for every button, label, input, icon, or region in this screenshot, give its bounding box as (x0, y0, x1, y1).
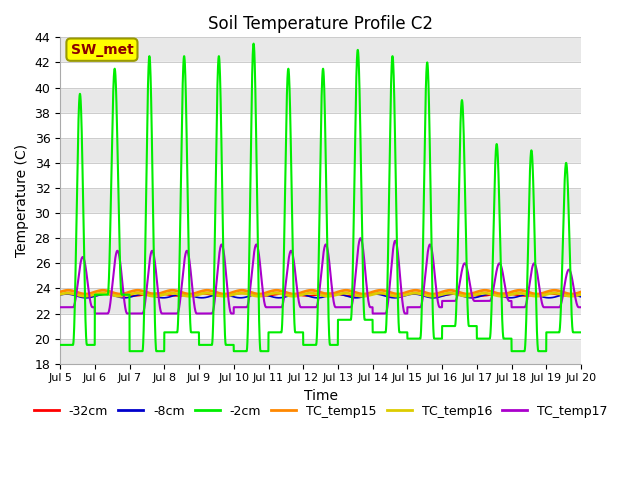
Text: SW_met: SW_met (70, 43, 133, 57)
Bar (60, 313, 581, 338)
Title: Soil Temperature Profile C2: Soil Temperature Profile C2 (208, 15, 433, 33)
Bar (60, 213, 581, 238)
Bar (60, 163, 581, 188)
Y-axis label: Temperature (C): Temperature (C) (15, 144, 29, 257)
Legend: -32cm, -8cm, -2cm, TC_temp15, TC_temp16, TC_temp17: -32cm, -8cm, -2cm, TC_temp15, TC_temp16,… (29, 400, 612, 423)
X-axis label: Time: Time (303, 389, 338, 403)
Bar (60, 62, 581, 87)
Bar (60, 113, 581, 138)
Bar (60, 264, 581, 288)
